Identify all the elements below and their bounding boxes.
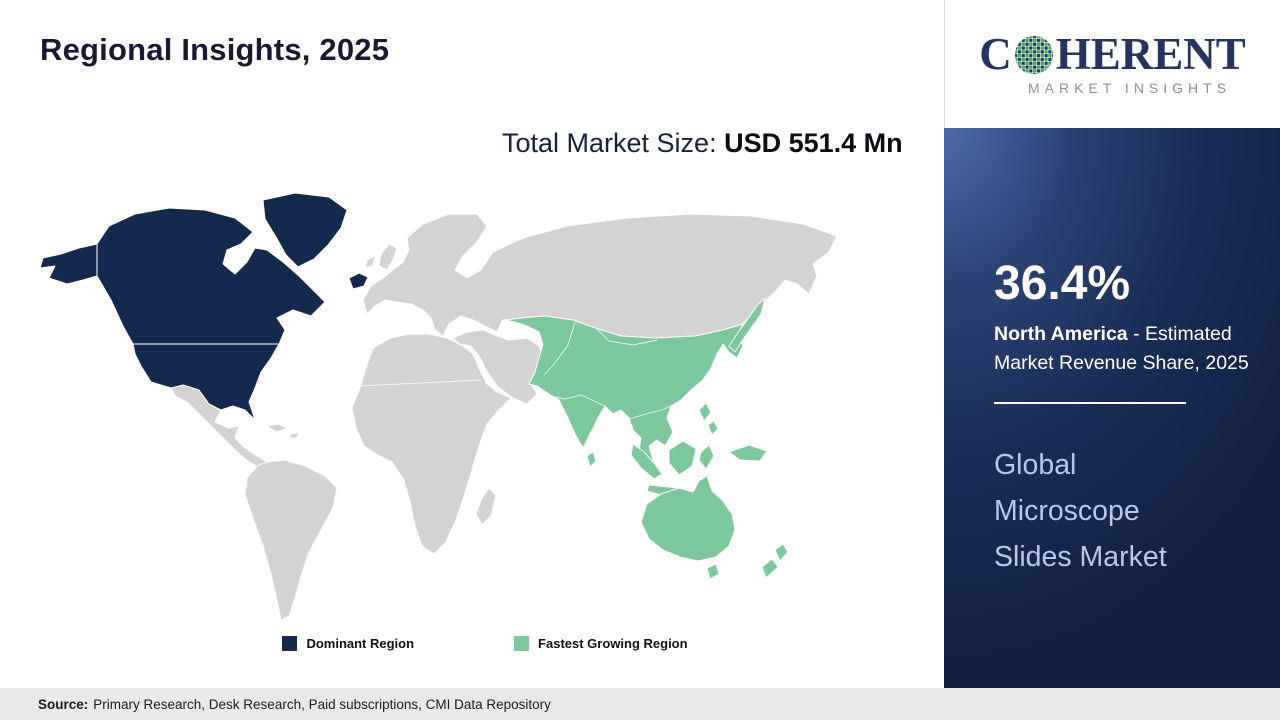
land-philippines-south bbox=[707, 420, 719, 436]
border-mongolia bbox=[596, 328, 658, 346]
land-iceland bbox=[348, 272, 369, 290]
land-ireland bbox=[364, 255, 376, 269]
land-borneo bbox=[668, 440, 697, 476]
land-greenland bbox=[262, 192, 348, 268]
total-market-size: Total Market Size: USD 551.4 Mn bbox=[502, 124, 904, 163]
land-madagascar bbox=[475, 487, 497, 526]
legend-item-fastest: Fastest Growing Region bbox=[514, 636, 688, 651]
land-south-america bbox=[244, 459, 338, 621]
land-new-zealand-south bbox=[761, 558, 779, 579]
legend-label-fastest: Fastest Growing Region bbox=[538, 636, 688, 651]
land-philippines-north bbox=[698, 402, 712, 422]
region-other-land bbox=[170, 213, 838, 621]
map-legend: Dominant Region Fastest Growing Region bbox=[35, 636, 935, 651]
right-panel: C HERENT MARKET INSIGHTS bbox=[944, 0, 1280, 688]
border-china-sea bbox=[628, 405, 672, 420]
dominant-swatch-rect bbox=[282, 636, 298, 651]
land-australia bbox=[640, 475, 736, 562]
world-map bbox=[35, 188, 935, 643]
border-india-china bbox=[548, 394, 606, 407]
total-market-size-value: USD 551.4 Mn bbox=[724, 128, 903, 158]
brand-logo: C HERENT MARKET INSIGHTS bbox=[944, 0, 1280, 128]
region-name: North America bbox=[994, 323, 1128, 345]
market-name: Global Microscope Slides Market bbox=[994, 448, 1167, 574]
world-map-svg bbox=[39, 192, 838, 621]
land-japan bbox=[728, 297, 766, 353]
source-label: Source: bbox=[38, 696, 89, 712]
fastest-swatch-rect bbox=[514, 636, 530, 651]
land-africa bbox=[351, 333, 512, 555]
land-sri-lanka bbox=[586, 451, 597, 468]
region-description: - Estimated Market Revenue Share, 2025 bbox=[994, 323, 1249, 374]
border-central-asia-china bbox=[543, 321, 576, 376]
brand-tagline: MARKET INSIGHTS bbox=[1027, 80, 1232, 96]
market-share-value: 36.4% bbox=[994, 257, 1131, 310]
land-usa bbox=[132, 343, 280, 421]
land-cuba bbox=[266, 423, 288, 433]
land-new-zealand-north bbox=[774, 543, 789, 562]
legend-item-dominant: Dominant Region bbox=[282, 636, 414, 651]
land-sumatra bbox=[630, 443, 663, 480]
market-share-caption: North America - Estimated Market Revenue… bbox=[994, 320, 1256, 378]
globe-icon bbox=[1014, 35, 1053, 74]
dominant-swatch bbox=[282, 636, 298, 651]
region-fastest-growing bbox=[504, 297, 789, 580]
land-sulawesi bbox=[698, 444, 715, 470]
region-dominant bbox=[39, 192, 369, 421]
land-tasmania bbox=[706, 563, 720, 580]
land-alaska bbox=[39, 243, 98, 285]
brand-letters-rest: HERENT bbox=[1055, 29, 1246, 79]
land-uk bbox=[378, 243, 398, 271]
fastest-swatch bbox=[514, 636, 530, 651]
brand-wordmark: C HERENT bbox=[979, 32, 1246, 77]
land-hispaniola bbox=[288, 431, 300, 439]
border-sahara bbox=[358, 379, 482, 387]
internal-borders bbox=[358, 321, 672, 420]
land-eurasia bbox=[362, 213, 838, 339]
land-new-guinea bbox=[728, 444, 768, 462]
land-canada bbox=[96, 207, 326, 345]
page-title: Regional Insights, 2025 bbox=[40, 32, 390, 67]
brand-letter-c: C bbox=[979, 29, 1012, 79]
total-market-size-label: Total Market Size: bbox=[502, 128, 725, 158]
source-bar: Source: Primary Research, Desk Research,… bbox=[0, 688, 1280, 720]
land-asia-mainland bbox=[504, 315, 744, 467]
panel-divider bbox=[994, 401, 1186, 404]
source-text: Primary Research, Desk Research, Paid su… bbox=[93, 696, 551, 712]
legend-label-dominant: Dominant Region bbox=[306, 636, 415, 651]
highlight-panel: 36.4% North America - Estimated Market R… bbox=[944, 128, 1280, 688]
